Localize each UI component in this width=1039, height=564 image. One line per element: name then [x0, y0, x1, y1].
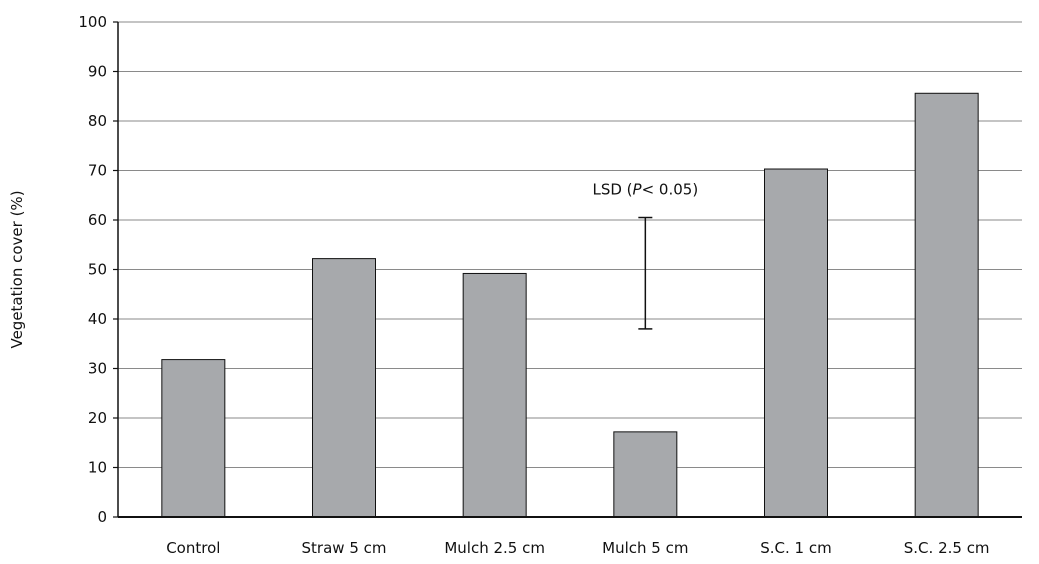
y-tick-label: 70 [88, 162, 107, 180]
bar [764, 168, 828, 518]
x-tick-label: Control [166, 539, 220, 557]
bar [613, 431, 678, 518]
x-axis-tick-labels: Control Straw 5 cm Mulch 2.5 cm Mulch 5 cm S… [166, 539, 989, 557]
y-tick-label: 30 [88, 360, 107, 378]
x-tick-label: S.C. 2.5 cm [904, 539, 990, 557]
x-tick-label: Mulch 5 cm [602, 539, 688, 557]
bar [462, 272, 527, 518]
x-tick-label: Mulch 2.5 cm [444, 539, 545, 557]
lsd-label: LSD (P< 0.05) [592, 181, 698, 199]
bar [312, 258, 376, 518]
lsd-label-suffix: < 0.05) [642, 181, 699, 199]
gridlines [118, 21, 1022, 468]
bars [161, 92, 979, 518]
bar [161, 359, 226, 518]
y-tick-label: 10 [88, 459, 107, 477]
y-tick-label: 60 [88, 211, 107, 229]
y-axis-title: Vegetation cover (%) [8, 190, 26, 348]
y-tick-label: 80 [88, 112, 107, 130]
y-axis-ticks: 0 10 20 30 40 50 60 70 80 90 100 [78, 13, 118, 526]
bar [914, 92, 979, 518]
x-tick-label: S.C. 1 cm [760, 539, 831, 557]
y-tick-label: 100 [78, 13, 107, 31]
y-tick-label: 90 [88, 63, 107, 81]
lsd-label-prefix: LSD ( [592, 181, 632, 199]
lsd-annotation: LSD (P< 0.05) [592, 181, 698, 330]
x-tick-label: Straw 5 cm [302, 539, 387, 557]
y-tick-label: 50 [88, 261, 107, 279]
y-tick-label: 40 [88, 310, 107, 328]
y-tick-label: 20 [88, 409, 107, 427]
y-tick-label: 0 [97, 508, 107, 526]
lsd-label-p: P [633, 181, 643, 199]
